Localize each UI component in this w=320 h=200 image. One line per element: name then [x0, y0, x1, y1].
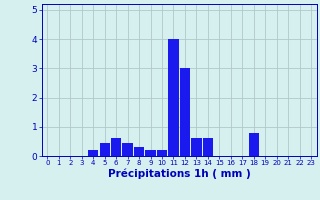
Bar	[88, 150, 98, 156]
Bar	[191, 138, 202, 156]
X-axis label: Précipitations 1h ( mm ): Précipitations 1h ( mm )	[108, 169, 251, 179]
Bar	[168, 39, 179, 156]
Bar	[249, 133, 259, 156]
Bar	[123, 143, 133, 156]
Bar	[157, 150, 167, 156]
Bar	[203, 138, 213, 156]
Bar	[111, 138, 121, 156]
Bar	[145, 150, 156, 156]
Bar	[180, 68, 190, 156]
Bar	[100, 143, 110, 156]
Bar	[134, 147, 144, 156]
